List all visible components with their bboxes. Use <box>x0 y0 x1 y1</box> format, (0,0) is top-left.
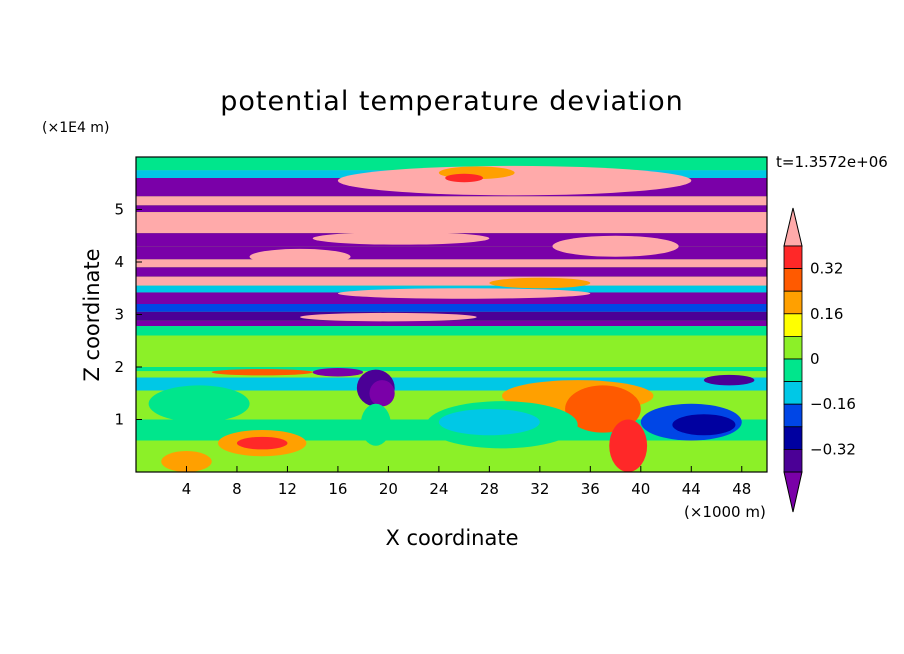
x-tick-label: 20 <box>379 480 398 498</box>
y-tick-label: 3 <box>114 306 124 324</box>
x-tick-label: 48 <box>732 480 751 498</box>
y-tick: 2 <box>114 358 142 376</box>
contour-blob <box>703 374 755 386</box>
y-tick-label: 1 <box>114 411 124 429</box>
colorbar-label: 0.16 <box>810 305 843 323</box>
y-tick-label: 2 <box>114 358 124 376</box>
x-axis-label: X coordinate <box>385 526 519 550</box>
x-tick-label: 16 <box>328 480 347 498</box>
contour-band <box>136 267 767 277</box>
contour-band <box>136 377 767 391</box>
y-ticks: 1 2 3 4 5 <box>114 201 142 429</box>
contour-blob <box>609 419 648 472</box>
contour-band <box>136 371 767 378</box>
contour-blob <box>312 232 490 245</box>
x-tick: 28 <box>480 466 499 498</box>
x-tick-label: 12 <box>278 480 297 498</box>
x-tick-label: 40 <box>631 480 650 498</box>
x-tick: 4 <box>182 466 192 498</box>
x-tick: 48 <box>732 466 751 498</box>
x-tick-label: 44 <box>682 480 701 498</box>
contour-blob <box>236 436 288 450</box>
contour-band <box>136 157 767 171</box>
contour-blob <box>337 288 591 299</box>
contour-band <box>136 326 767 336</box>
contour-band <box>136 304 767 312</box>
contour-blob <box>211 369 313 376</box>
contour-blob <box>672 414 736 436</box>
x-tick-label: 36 <box>581 480 600 498</box>
chart-title: potential temperature deviation <box>220 86 684 117</box>
colorbar: 0.32 0.16 0 −0.16 −0.32 <box>783 207 856 513</box>
contour-band <box>136 335 767 352</box>
colorbar-level <box>783 381 803 405</box>
contour-blob <box>565 385 641 433</box>
x-tick: 32 <box>530 466 549 498</box>
contour-band <box>136 367 767 372</box>
colorbar-label: −0.16 <box>810 395 856 413</box>
colorbar-label: 0 <box>810 350 820 368</box>
y-tick: 3 <box>114 306 142 324</box>
x-tick: 20 <box>379 466 398 498</box>
colorbar-level <box>783 448 803 473</box>
x-tick-label: 32 <box>530 480 549 498</box>
x-tick: 44 <box>682 466 701 498</box>
contour-band <box>136 196 767 206</box>
x-tick-label: 24 <box>429 480 448 498</box>
contour-blob <box>300 312 477 322</box>
y-tick-label: 4 <box>114 253 124 271</box>
colorbar-level <box>783 403 803 428</box>
colorbar-level <box>783 426 803 450</box>
y-tick: 5 <box>114 201 142 219</box>
contour-band <box>136 212 767 234</box>
x-tick-label: 4 <box>182 480 192 498</box>
contour-blob <box>337 165 692 196</box>
contour-blob <box>360 403 391 446</box>
y-tick-label: 5 <box>114 201 124 219</box>
time-label: t=1.3572e+06 <box>776 153 888 171</box>
x-tick: 12 <box>278 466 297 498</box>
y-tick: 1 <box>114 411 142 429</box>
contour-band <box>136 320 767 327</box>
contour-band <box>136 276 767 286</box>
colorbar-level <box>783 245 803 270</box>
contour-field <box>136 157 767 472</box>
contour-blob <box>552 235 679 257</box>
contour-blob <box>312 368 364 377</box>
y-axis-unit: (×1E4 m) <box>42 120 110 136</box>
contour-blob <box>438 409 540 436</box>
x-tick-label: 28 <box>480 480 499 498</box>
x-tick: 24 <box>429 466 448 498</box>
colorbar-level <box>783 290 803 315</box>
contour-blob <box>161 451 212 472</box>
colorbar-level <box>783 313 803 337</box>
colorbar-top-triangle <box>783 207 803 247</box>
x-ticks: 4 8 12 16 20 24 28 32 36 40 44 48 <box>182 466 751 498</box>
colorbar-label: −0.32 <box>810 440 856 458</box>
x-tick: 16 <box>328 466 347 498</box>
contour-blob <box>445 173 484 183</box>
x-tick: 8 <box>232 466 242 498</box>
colorbar-level <box>783 268 803 292</box>
contour-blob <box>369 380 395 407</box>
contour-blob <box>249 248 351 265</box>
contour-blob <box>148 385 250 423</box>
colorbar-bottom-triangle <box>783 471 803 513</box>
x-axis-unit: (×1000 m) <box>684 503 766 521</box>
colorbar-label: 0.32 <box>810 260 843 278</box>
contour-band <box>136 259 767 268</box>
y-tick: 4 <box>114 253 142 271</box>
x-tick-label: 8 <box>232 480 242 498</box>
contour-band <box>136 205 767 213</box>
colorbar-level <box>783 358 803 383</box>
colorbar-level <box>783 335 803 360</box>
contour-blob <box>489 277 591 289</box>
x-tick: 36 <box>581 466 600 498</box>
contour-band <box>136 351 767 367</box>
x-tick: 40 <box>631 466 650 498</box>
